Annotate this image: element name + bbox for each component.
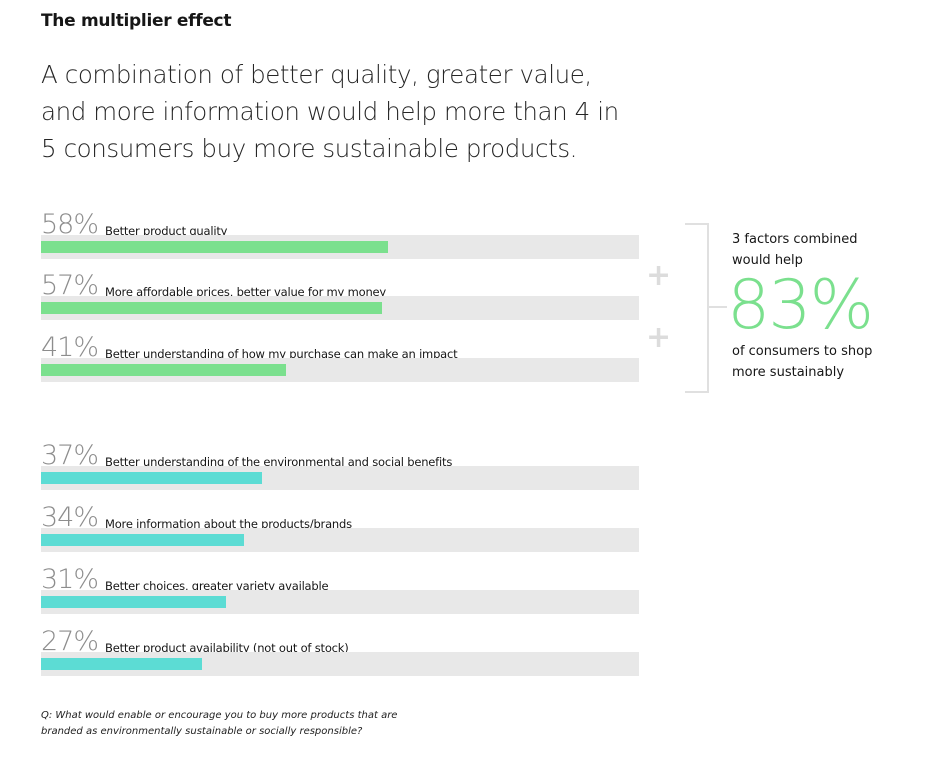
- survey-question-note: Q: What would enable or encourage you to…: [41, 710, 398, 737]
- bar-category-label: Better understanding of how my purchase …: [105, 347, 458, 361]
- bar-track: [41, 296, 639, 320]
- plus-icon: +: [646, 258, 672, 293]
- bar-row: 37% Better understanding of the environm…: [41, 440, 639, 504]
- bar-track: [41, 590, 639, 614]
- bar-value-label: 27%: [41, 626, 99, 657]
- bar-track: [41, 528, 639, 552]
- bar-row: 27% Better product availability (not out…: [41, 626, 639, 690]
- bar-value-label: 58%: [41, 209, 99, 240]
- bar-row: 57% More affordable prices, better value…: [41, 270, 639, 334]
- bar-value-label: 37%: [41, 440, 99, 471]
- bar-value-label: 34%: [41, 502, 99, 533]
- bar-category-label: Better understanding of the environmenta…: [105, 455, 453, 469]
- bar-track: [41, 358, 639, 382]
- bar-row: 31% Better choices, greater variety avai…: [41, 564, 639, 628]
- bar: [41, 364, 287, 376]
- bar-track: [41, 652, 639, 676]
- bar: [41, 241, 388, 253]
- bracket-divider: [685, 223, 709, 393]
- bar-category-label: Better choices, greater variety availabl…: [105, 579, 329, 593]
- callout-bottom-text: of consumers to shop more sustainably: [732, 344, 873, 380]
- bar: [41, 658, 203, 670]
- bar-row: 58% Better product quality: [41, 209, 639, 273]
- bar: [41, 596, 227, 608]
- bar-category-label: More affordable prices, better value for…: [105, 285, 387, 299]
- bar-value-label: 57%: [41, 270, 99, 301]
- bar-category-label: More information about the products/bran…: [105, 517, 352, 531]
- bracket-tick: [707, 306, 727, 308]
- bar: [41, 534, 245, 546]
- bar-track: [41, 235, 639, 259]
- bar-track: [41, 466, 639, 490]
- callout-value: 83%: [727, 266, 874, 345]
- kicker-title: The multiplier effect: [41, 11, 232, 31]
- bar-value-label: 31%: [41, 564, 99, 595]
- headline: A combination of better quality, greater…: [41, 60, 619, 163]
- bar-category-label: Better product quality: [105, 224, 228, 238]
- bar-row: 34% More information about the products/…: [41, 502, 639, 566]
- bar-value-label: 41%: [41, 332, 99, 363]
- bar: [41, 302, 382, 314]
- bar-category-label: Better product availability (not out of …: [105, 641, 349, 655]
- bar: [41, 472, 263, 484]
- bar-row: 41% Better understanding of how my purch…: [41, 332, 639, 396]
- callout-top-text: 3 factors combined would help: [732, 232, 858, 268]
- plus-icon: +: [646, 320, 672, 355]
